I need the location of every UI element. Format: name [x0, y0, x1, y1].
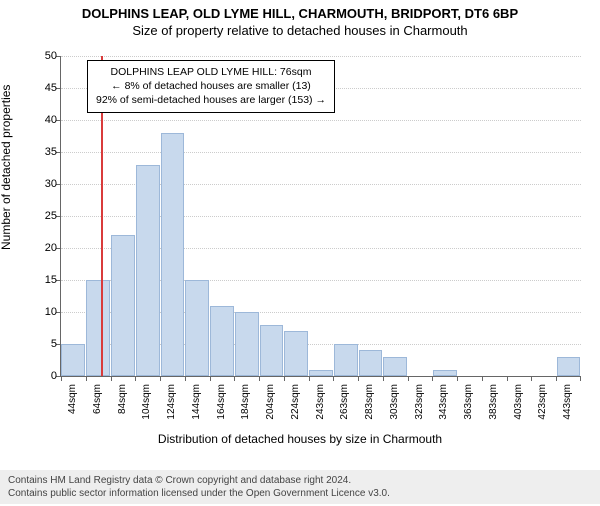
annotation-line2: ← 8% of detached houses are smaller (13)	[96, 79, 326, 93]
xtick-label: 144sqm	[191, 384, 202, 428]
histogram-bar	[210, 306, 234, 376]
xtick-label: 283sqm	[364, 384, 375, 428]
xtick-mark	[61, 376, 62, 381]
xtick-mark	[210, 376, 211, 381]
ytick-label: 25	[31, 210, 57, 222]
ytick-label: 45	[31, 82, 57, 94]
xtick-label: 323sqm	[414, 384, 425, 428]
xtick-mark	[383, 376, 384, 381]
xtick-mark	[160, 376, 161, 381]
histogram-bar	[334, 344, 358, 376]
xtick-label: 104sqm	[141, 384, 152, 428]
xtick-label: 303sqm	[389, 384, 400, 428]
histogram-bar	[557, 357, 581, 376]
page-subtitle: Size of property relative to detached ho…	[0, 23, 600, 38]
ytick-label: 5	[31, 338, 57, 350]
gridline	[61, 56, 581, 57]
xtick-mark	[333, 376, 334, 381]
xtick-mark	[135, 376, 136, 381]
footer-line2: Contains public sector information licen…	[8, 487, 592, 500]
histogram-bar	[260, 325, 284, 376]
chart-container: Number of detached properties 0510152025…	[0, 50, 600, 450]
histogram-bar	[136, 165, 160, 376]
annotation-line1: DOLPHINS LEAP OLD LYME HILL: 76sqm	[96, 65, 326, 79]
ytick-label: 20	[31, 242, 57, 254]
xtick-label: 363sqm	[463, 384, 474, 428]
ytick-label: 0	[31, 370, 57, 382]
gridline	[61, 152, 581, 153]
x-axis-label: Distribution of detached houses by size …	[0, 432, 600, 446]
ytick-label: 40	[31, 114, 57, 126]
xtick-label: 184sqm	[240, 384, 251, 428]
xtick-label: 423sqm	[537, 384, 548, 428]
xtick-label: 443sqm	[562, 384, 573, 428]
ytick-label: 30	[31, 178, 57, 190]
histogram-bar	[383, 357, 407, 376]
xtick-label: 224sqm	[290, 384, 301, 428]
xtick-mark	[482, 376, 483, 381]
xtick-mark	[432, 376, 433, 381]
xtick-mark	[556, 376, 557, 381]
xtick-mark	[284, 376, 285, 381]
histogram-bar	[161, 133, 185, 376]
xtick-mark	[457, 376, 458, 381]
xtick-label: 124sqm	[166, 384, 177, 428]
histogram-bar	[433, 370, 457, 376]
annotation-line3: 92% of semi-detached houses are larger (…	[96, 93, 326, 107]
histogram-bar	[359, 350, 383, 376]
histogram-bar	[86, 280, 110, 376]
histogram-bar	[284, 331, 308, 376]
xtick-mark	[259, 376, 260, 381]
ytick-label: 50	[31, 50, 57, 62]
plot-area: 0510152025303540455044sqm64sqm84sqm104sq…	[60, 56, 581, 377]
xtick-mark	[234, 376, 235, 381]
page-title-address: DOLPHINS LEAP, OLD LYME HILL, CHARMOUTH,…	[0, 6, 600, 21]
xtick-mark	[358, 376, 359, 381]
y-axis-label: Number of detached properties	[0, 85, 13, 250]
xtick-label: 164sqm	[216, 384, 227, 428]
xtick-label: 243sqm	[315, 384, 326, 428]
histogram-bar	[235, 312, 259, 376]
histogram-bar	[111, 235, 135, 376]
xtick-mark	[580, 376, 581, 381]
xtick-mark	[185, 376, 186, 381]
xtick-label: 383sqm	[488, 384, 499, 428]
xtick-mark	[408, 376, 409, 381]
xtick-mark	[507, 376, 508, 381]
xtick-mark	[86, 376, 87, 381]
xtick-label: 403sqm	[513, 384, 524, 428]
ytick-label: 35	[31, 146, 57, 158]
xtick-label: 343sqm	[438, 384, 449, 428]
xtick-label: 84sqm	[117, 384, 128, 428]
ytick-label: 10	[31, 306, 57, 318]
xtick-label: 204sqm	[265, 384, 276, 428]
annotation-box: DOLPHINS LEAP OLD LYME HILL: 76sqm ← 8% …	[87, 60, 335, 113]
histogram-bar	[185, 280, 209, 376]
xtick-label: 44sqm	[67, 384, 78, 428]
gridline	[61, 120, 581, 121]
footer-attribution: Contains HM Land Registry data © Crown c…	[0, 470, 600, 504]
histogram-bar	[309, 370, 333, 376]
xtick-mark	[309, 376, 310, 381]
histogram-bar	[61, 344, 85, 376]
xtick-label: 263sqm	[339, 384, 350, 428]
xtick-mark	[531, 376, 532, 381]
footer-line1: Contains HM Land Registry data © Crown c…	[8, 474, 592, 487]
xtick-mark	[111, 376, 112, 381]
xtick-label: 64sqm	[92, 384, 103, 428]
ytick-label: 15	[31, 274, 57, 286]
